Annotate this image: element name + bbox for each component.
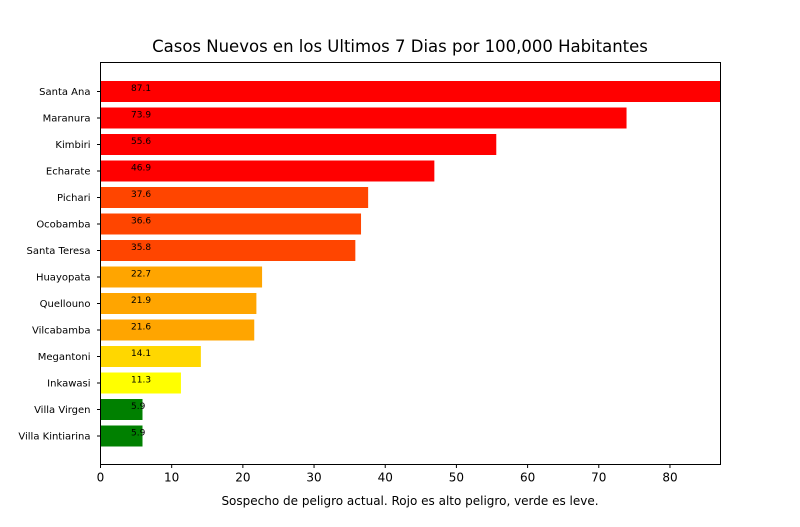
plot-frame <box>100 62 721 465</box>
bar <box>100 319 255 341</box>
bar-value-label: 55.6 <box>131 137 151 147</box>
x-tick-label: 10 <box>164 471 179 485</box>
bar <box>100 266 263 288</box>
y-tick-label: Villa Kintiarina <box>18 432 90 443</box>
bar <box>100 107 627 129</box>
x-tick-label: 0 <box>97 471 105 485</box>
bar-value-label: 11.3 <box>131 376 151 386</box>
bar-value-label: 14.1 <box>131 349 151 359</box>
y-tick-label: Santa Teresa <box>27 246 91 257</box>
y-tick-label: Villa Virgen <box>34 405 90 416</box>
bar-value-label: 87.1 <box>131 84 151 94</box>
x-tick-label: 30 <box>306 471 321 485</box>
bar-value-label: 21.9 <box>131 296 151 306</box>
bar <box>100 293 257 314</box>
y-tick-label: Kimbiri <box>55 140 90 151</box>
bar-value-label: 21.6 <box>131 323 151 333</box>
bar-value-label: 36.6 <box>131 217 151 227</box>
y-tick-label: Santa Ana <box>39 87 90 98</box>
y-tick-label: Quellouno <box>40 299 91 310</box>
y-tick-label: Maranura <box>43 114 91 125</box>
y-tick-label: Pichari <box>57 193 90 204</box>
bar <box>100 160 435 182</box>
bar <box>100 425 143 447</box>
y-tick-label: Ocobamba <box>36 220 90 231</box>
y-tick-label: Echarate <box>46 167 91 178</box>
bar-value-label: 5.9 <box>131 402 146 412</box>
bar-value-label: 46.9 <box>131 164 151 174</box>
x-tick-label: 20 <box>235 471 250 485</box>
bar-value-label: 35.8 <box>131 243 151 253</box>
x-tick-label: 60 <box>520 471 535 485</box>
x-tick-label: 80 <box>662 471 677 485</box>
bar-value-label: 73.9 <box>131 111 151 121</box>
y-tick-label: Huayopata <box>36 273 91 284</box>
bar <box>100 240 356 261</box>
y-tick-label: Vilcabamba <box>32 326 91 337</box>
chart-title: Casos Nuevos en los Ultimos 7 Dias por 1… <box>152 37 648 56</box>
x-tick-label: 50 <box>449 471 464 485</box>
bar <box>100 187 369 208</box>
y-tick-label: Inkawasi <box>47 379 90 390</box>
bar-value-label: 5.9 <box>131 429 146 439</box>
bar <box>100 81 721 102</box>
bar <box>100 399 143 420</box>
bar <box>100 346 201 367</box>
bar <box>100 134 497 155</box>
y-tick-label: Megantoni <box>38 352 91 363</box>
x-tick-label: 70 <box>591 471 606 485</box>
x-tick-label: 40 <box>378 471 393 485</box>
bar <box>100 372 181 394</box>
bar-value-label: 37.6 <box>131 190 151 200</box>
x-axis-label: Sospecho de peligro actual. Rojo es alto… <box>221 494 598 508</box>
bar <box>100 213 362 235</box>
bar-value-label: 22.7 <box>131 270 151 280</box>
